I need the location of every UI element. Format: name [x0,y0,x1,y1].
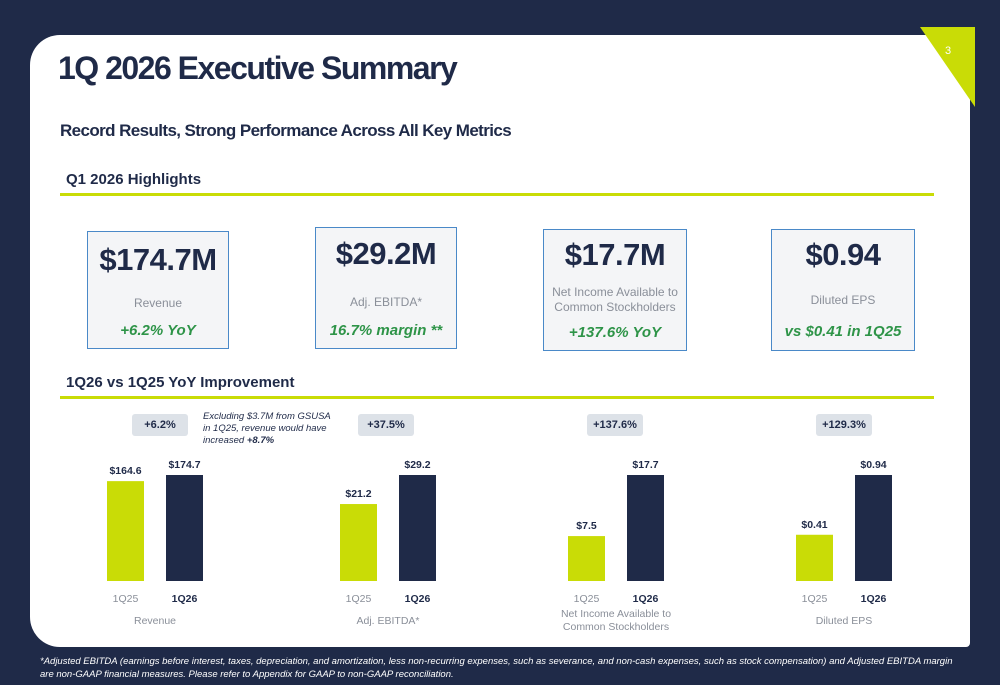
footnote: *Adjusted EBITDA (earnings before intere… [40,656,953,680]
x-tick-label: 1Q25 [802,593,828,605]
x-tick-label: 1Q26 [405,593,431,605]
bar-data-label: $164.6 [109,465,141,477]
kpi-label-line1: Net Income Available to [552,285,678,299]
chart-title: Revenue [134,615,176,627]
kpi-label: Diluted EPS [810,293,876,307]
kpi-value: $17.7M [564,237,666,272]
bar-1q25 [340,504,377,581]
bar-1q25 [107,481,144,581]
highlights-heading: Q1 2026 Highlights [66,171,202,188]
kpi-label: Adj. EBITDA* [349,295,423,309]
bar-data-label: $17.7 [632,459,658,471]
bar-data-label: $0.94 [860,459,886,471]
page-subtitle: Record Results, Strong Performance Acros… [60,121,512,140]
note-line-3-text: increased [203,435,247,446]
bar-data-label: $0.41 [801,519,827,531]
kpi-label: Revenue [133,296,183,310]
kpi-value: $29.2M [335,236,437,271]
x-tick-label: 1Q26 [172,593,198,605]
x-tick-label: 1Q26 [633,593,659,605]
change-badge-adj-ebitda: +37.5% [358,414,414,436]
kpi-change: vs $0.41 in 1Q25 [784,323,902,340]
bar-1q26 [627,475,664,581]
bar-1q26 [166,475,203,581]
kpi-change: 16.7% margin ** [329,322,443,339]
highlights-divider [60,193,934,196]
x-tick-label: 1Q25 [113,593,139,605]
bar-data-label: $21.2 [345,488,371,500]
bar-1q25 [796,534,833,581]
kpi-change: +137.6% YoY [568,324,662,341]
kpi-value: $174.7M [99,242,217,277]
chart-title-line2: Common Stockholders [563,621,669,633]
bar-data-label: $7.5 [576,520,597,532]
bar-1q26 [399,475,436,581]
change-badge-net-income: +137.6% [587,414,643,436]
note-bold-value: +8.7% [246,435,275,446]
change-badge-diluted-eps: +129.3% [816,414,872,436]
improvement-heading: 1Q26 vs 1Q25 YoY Improvement [66,374,295,391]
improvement-divider [60,396,934,399]
x-tick-label: 1Q26 [861,593,887,605]
change-badge-revenue: +6.2% [132,414,188,436]
chart-title: Adj. EBITDA* [356,615,419,627]
page-number: 3 [944,45,952,57]
bar-data-label: $174.7 [168,459,200,471]
note-line-1: Excluding $3.7M from GSUSA [203,411,331,422]
note-line-2: in 1Q25, revenue would have [203,423,327,434]
kpi-card-net-income: $17.7M Net Income Available to Common St… [543,229,687,351]
revenue-adjustment-note: Excluding $3.7M from GSUSA in 1Q25, reve… [203,411,353,447]
kpi-change: +6.2% YoY [120,322,196,339]
kpi-label-line2: Common Stockholders [554,300,676,314]
kpi-value: $0.94 [805,237,881,272]
bar-1q26 [855,475,892,581]
chart-title: Diluted EPS [816,615,873,627]
corner-accent-triangle [920,27,975,107]
chart-title-line1: Net Income Available to [561,608,671,620]
kpi-card-revenue: $174.7M Revenue +6.2% YoY [87,231,229,349]
bar-1q25 [568,536,605,581]
x-tick-label: 1Q25 [346,593,372,605]
note-line-3: increased +8.7% [203,435,353,447]
kpi-card-diluted-eps: $0.94 Diluted EPS vs $0.41 in 1Q25 [771,229,915,351]
kpi-card-adj-ebitda: $29.2M Adj. EBITDA* 16.7% margin ** [315,227,457,349]
page-title: 1Q 2026 Executive Summary [58,50,458,86]
x-tick-label: 1Q25 [574,593,600,605]
bar-data-label: $29.2 [404,459,430,471]
